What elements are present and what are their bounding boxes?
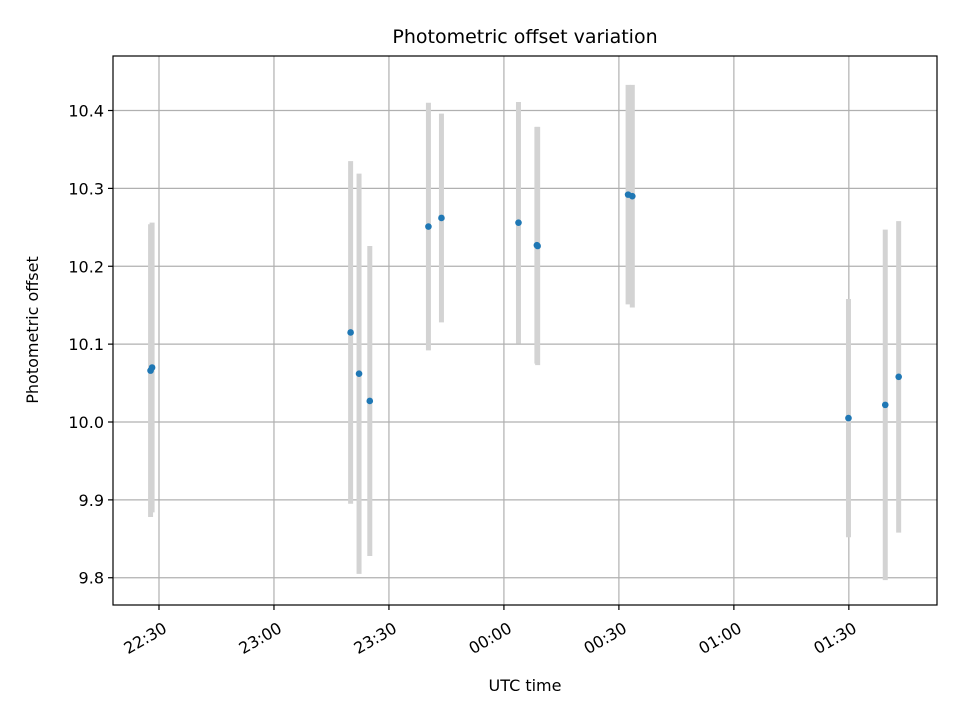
grid (113, 56, 937, 605)
y-tick-label: 10.2 (68, 257, 104, 276)
y-tick-label: 10.4 (68, 102, 104, 121)
data-point (845, 414, 852, 422)
data-point (629, 192, 636, 200)
plot-frame (112, 55, 938, 606)
data-point (438, 214, 445, 222)
data-point (425, 223, 432, 230)
data-point (533, 241, 541, 249)
chart-title: Photometric offset variation (392, 26, 657, 48)
y-tick-label: 10.0 (68, 413, 104, 432)
data-points (147, 191, 902, 422)
data-point (366, 397, 374, 405)
data-point (881, 401, 889, 409)
y-tick-label: 9.9 (79, 491, 104, 510)
y-tick-label: 10.3 (68, 179, 104, 198)
y-axis-ticks: 9.8 9.9 10.0 10.1 10.2 10.3 10.4 (68, 102, 113, 588)
data-point (148, 364, 156, 371)
data-point (515, 219, 522, 226)
y-axis-label: Photometric offset (23, 256, 42, 404)
y-tick-label: 9.8 (79, 569, 104, 588)
x-axis-label: UTC time (489, 676, 562, 695)
data-point (347, 329, 354, 336)
y-tick-label: 10.1 (68, 335, 104, 354)
data-point (895, 373, 902, 381)
data-point (355, 370, 363, 378)
